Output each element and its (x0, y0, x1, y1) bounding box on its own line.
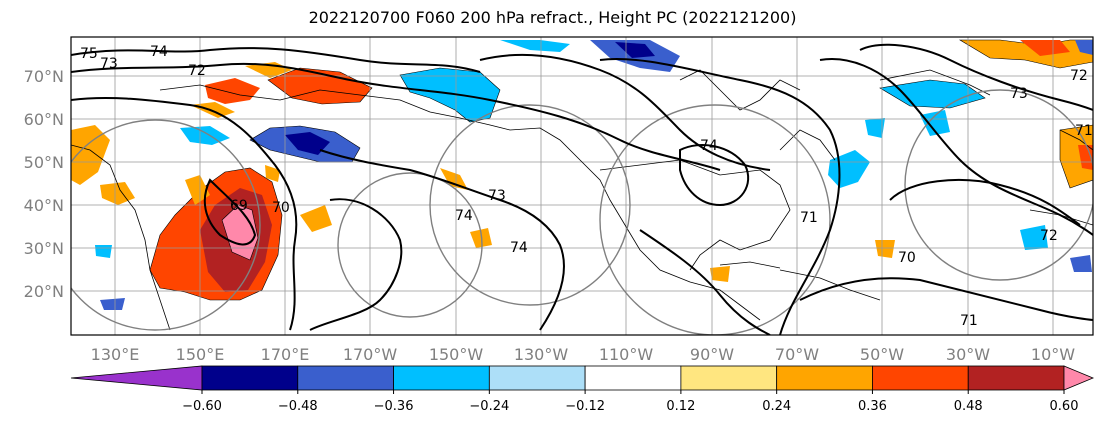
map-content: 75 74 73 72 69 70 74 74 73 71 70 71 72 7… (71, 37, 1093, 335)
contour-label: 73 (1010, 86, 1028, 102)
colorbar-tick-label: 0.12 (666, 399, 695, 414)
range-circles (71, 89, 1093, 335)
contour-label: 69 (230, 198, 248, 214)
contour-label: 71 (1075, 123, 1093, 139)
colorbar-tick-label: 0.48 (954, 399, 983, 414)
lon-label: 170°E (261, 345, 310, 364)
colorbar-extend-low (70, 365, 203, 391)
contour-label: 74 (700, 138, 718, 154)
contour-label: 72 (188, 63, 206, 79)
contour-label: 72 (1070, 68, 1088, 84)
colorbar-segment (680, 365, 778, 391)
lat-label: 60°N (24, 110, 64, 129)
colorbar-tick-label: 0.24 (762, 399, 791, 414)
colorbar-segment (488, 365, 586, 391)
colorbar-tick-label: −0.60 (182, 399, 222, 414)
lat-label: 40°N (24, 196, 64, 215)
refractivity-shading (71, 39, 1093, 310)
contour-label: 71 (800, 210, 818, 226)
colorbar-segment (393, 365, 490, 391)
colorbar-segment (776, 365, 873, 391)
colorbar-segment (967, 365, 1065, 391)
lon-label: 170°W (343, 345, 398, 364)
lon-label: 150°E (176, 345, 225, 364)
contour-label: 72 (1040, 228, 1058, 244)
colorbar-tick-label: −0.36 (374, 399, 414, 414)
colorbar-tick-label: −0.48 (278, 399, 318, 414)
colorbar-tick-label: −0.24 (469, 399, 509, 414)
lon-label: 10°W (1031, 345, 1075, 364)
longitude-labels: 130°E 150°E 170°E 170°W 150°W 130°W 110°… (91, 345, 1076, 364)
contour-label: 71 (960, 313, 978, 329)
lat-label: 70°N (24, 67, 64, 86)
colorbar-tick-label: 0.36 (858, 399, 887, 414)
contour-label: 74 (455, 208, 473, 224)
latitude-labels: 70°N 60°N 50°N 40°N 30°N 20°N (24, 67, 64, 301)
contour-labels: 75 74 73 72 69 70 74 74 73 71 70 71 72 7… (80, 44, 1093, 329)
contour-label: 74 (150, 44, 168, 60)
colorbar-segment (872, 365, 969, 391)
lat-label: 30°N (24, 239, 64, 258)
contour-label: 74 (510, 240, 528, 256)
colorbar-segment (201, 365, 299, 391)
lon-label: 70°W (775, 345, 819, 364)
colorbar-extend-high (1063, 365, 1095, 391)
colorbar-tick-label: −0.12 (565, 399, 605, 414)
lon-label: 90°W (690, 345, 734, 364)
colorbar-segment (297, 365, 394, 391)
colorbar: −0.60 −0.48 −0.36 −0.24 −0.12 0.12 0.24 0.36 0.4… (70, 365, 1095, 414)
graticule (71, 37, 1093, 335)
lon-label: 30°W (946, 345, 990, 364)
lon-label: 110°W (599, 345, 654, 364)
contour-label: 70 (898, 250, 916, 266)
contour-label: 75 (80, 46, 98, 62)
lon-label: 50°W (860, 345, 904, 364)
height-contours (71, 43, 1093, 335)
colorbar-segment (584, 365, 682, 391)
contour-label: 73 (100, 56, 118, 72)
contour-label: 70 (272, 200, 290, 216)
lat-label: 50°N (24, 153, 64, 172)
lon-label: 130°W (514, 345, 569, 364)
contour-label: 73 (488, 188, 506, 204)
lon-label: 130°E (91, 345, 140, 364)
lon-label: 150°W (429, 345, 484, 364)
colorbar-tick-label: 0.60 (1050, 399, 1079, 414)
map-title: 2022120700 F060 200 hPa refract., Height… (308, 8, 797, 27)
map-frame (70, 36, 1094, 336)
lat-label: 20°N (24, 282, 64, 301)
